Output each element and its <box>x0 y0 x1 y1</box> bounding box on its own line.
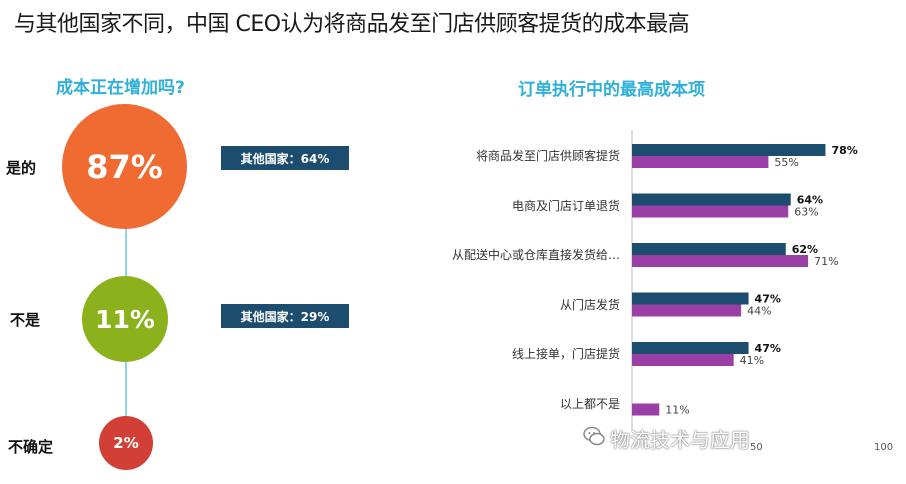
bar-series-1 <box>632 342 749 354</box>
bar-series-2 <box>632 354 734 366</box>
bar-value-label: 47% <box>755 342 781 355</box>
category-label: 以上都不是 <box>559 396 620 411</box>
bar-series-1 <box>632 193 791 206</box>
wechat-icon <box>583 426 605 446</box>
bar-series-2 <box>632 156 769 168</box>
category-label: 将商品发至门店供顾客提货 <box>475 149 620 163</box>
row-label-no: 不是 <box>10 311 41 329</box>
bar-value-label: 47% <box>755 293 781 306</box>
yes-percentage-circle: 87% <box>62 104 187 229</box>
bar-series-2 <box>632 304 742 317</box>
category-label: 从门店发货 <box>559 297 620 312</box>
left-panel-title: 成本正在增加吗? <box>56 78 185 98</box>
bar-series-1 <box>632 243 786 255</box>
bar-value-label: 44% <box>747 305 771 318</box>
x-tick-label: 100 <box>874 442 893 453</box>
other-countries-badge-no: 其他国家：29% <box>221 304 349 328</box>
bar-value-label: 71% <box>814 255 838 268</box>
page-title: 与其他国家不同，中国 CEO认为将商品发至门店供顾客提货的成本最高 <box>14 12 690 37</box>
row-label-yes: 是的 <box>6 159 37 177</box>
category-label: 从配送中心或仓库直接发货给… <box>451 248 620 262</box>
connector-line <box>125 362 127 416</box>
bar-value-label: 55% <box>774 156 798 169</box>
category-label: 线上接单，门店提货 <box>511 347 620 361</box>
bar-value-label: 64% <box>797 194 823 207</box>
connector-line <box>125 229 127 276</box>
category-label: 电商及门店订单退货 <box>511 198 620 213</box>
bar-value-label: 11% <box>665 404 689 417</box>
bar-series-2 <box>632 205 789 218</box>
bar-series-1 <box>632 292 749 305</box>
no-percentage-circle: 11% <box>82 276 168 362</box>
other-countries-badge-yes: 其他国家：64% <box>221 146 349 170</box>
bar-value-label: 63% <box>794 206 818 219</box>
chart-title: 订单执行中的最高成本项 <box>518 80 705 100</box>
watermark-text: 物流技术与应用 <box>610 428 750 452</box>
bar-value-label: 62% <box>792 243 818 256</box>
bar-value-label: 41% <box>740 354 764 367</box>
bar-series-2 <box>632 255 809 267</box>
bar-series-2 <box>632 403 660 416</box>
unsure-percentage-circle: 2% <box>99 416 153 470</box>
x-tick-label: 50 <box>750 442 763 453</box>
bar-series-1 <box>632 144 826 156</box>
bar-value-label: 78% <box>831 144 857 157</box>
row-label-unsure: 不确定 <box>8 438 54 456</box>
